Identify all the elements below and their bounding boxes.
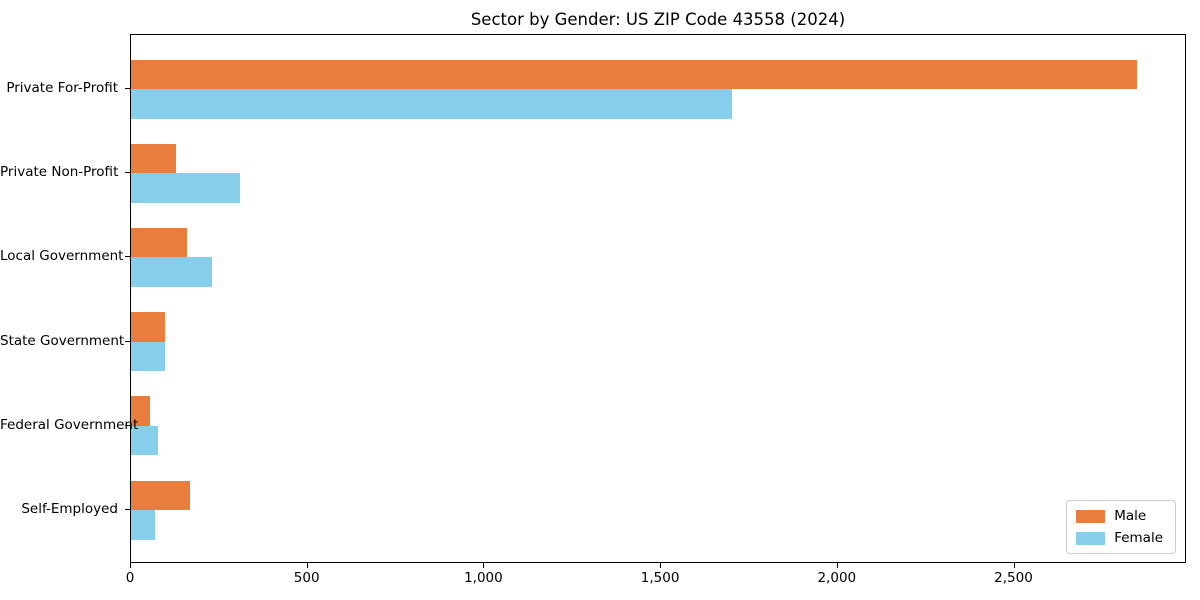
xtick-mark-1500 xyxy=(660,563,662,568)
xtick-mark-2500 xyxy=(1013,563,1015,568)
bar-female-state-government xyxy=(131,341,166,372)
xtick-mark-0 xyxy=(130,563,131,568)
bar-female-federal-government xyxy=(131,425,158,456)
legend: Male Female xyxy=(1066,500,1176,554)
female-swatch-icon xyxy=(1076,531,1106,545)
ytick-label-private-for-profit: Private For-Profit xyxy=(6,80,118,96)
bar-female-private-non-profit xyxy=(131,173,241,203)
ytick-mark-private-non-profit xyxy=(125,172,130,174)
xtick-mark-500 xyxy=(306,563,308,568)
ytick-label-private-non-profit: Private Non-Profit xyxy=(0,164,119,181)
legend-item-female: Female xyxy=(1076,530,1163,546)
bar-female-private-for-profit xyxy=(131,89,733,119)
xtick-label-500: 500 xyxy=(293,570,320,586)
xtick-label-0: 0 xyxy=(125,570,135,586)
xtick-label-2000: 2,000 xyxy=(817,570,857,586)
bar-male-private-non-profit xyxy=(131,143,177,174)
bar-male-self-employed xyxy=(131,480,191,510)
bar-female-local-government xyxy=(131,257,212,287)
ytick-mark-private-for-profit xyxy=(125,88,130,89)
xtick-label-2500: 2,500 xyxy=(994,570,1033,586)
chart-title: Sector by Gender: US ZIP Code 43558 (202… xyxy=(470,10,846,29)
ytick-label-state-government: State Government xyxy=(0,332,125,349)
xtick-label-1000: 1,000 xyxy=(464,570,503,586)
bar-male-local-government xyxy=(131,227,187,258)
ytick-label-self-employed: Self-Employed xyxy=(21,501,118,517)
ytick-label-local-government: Local Government xyxy=(0,248,124,265)
legend-item-male: Male xyxy=(1076,508,1163,524)
plot-area: Male Female xyxy=(130,34,1186,563)
legend-label-male: Male xyxy=(1114,508,1147,524)
ytick-mark-state-government xyxy=(125,340,130,342)
xtick-mark-2000 xyxy=(836,563,838,568)
bar-female-self-employed xyxy=(131,510,155,540)
ytick-mark-federal-government xyxy=(125,424,130,426)
xtick-label-1500: 1,500 xyxy=(640,570,680,586)
bar-male-federal-government xyxy=(131,396,151,426)
bar-male-private-for-profit xyxy=(131,59,1137,89)
xtick-mark-1000 xyxy=(483,563,485,568)
ytick-mark-self-employed xyxy=(125,509,130,510)
male-swatch-icon xyxy=(1076,509,1106,523)
bar-male-state-government xyxy=(131,312,165,342)
legend-label-female: Female xyxy=(1114,530,1163,546)
ytick-label-federal-government: Federal Government xyxy=(0,416,139,433)
ytick-mark-local-government xyxy=(125,256,130,258)
